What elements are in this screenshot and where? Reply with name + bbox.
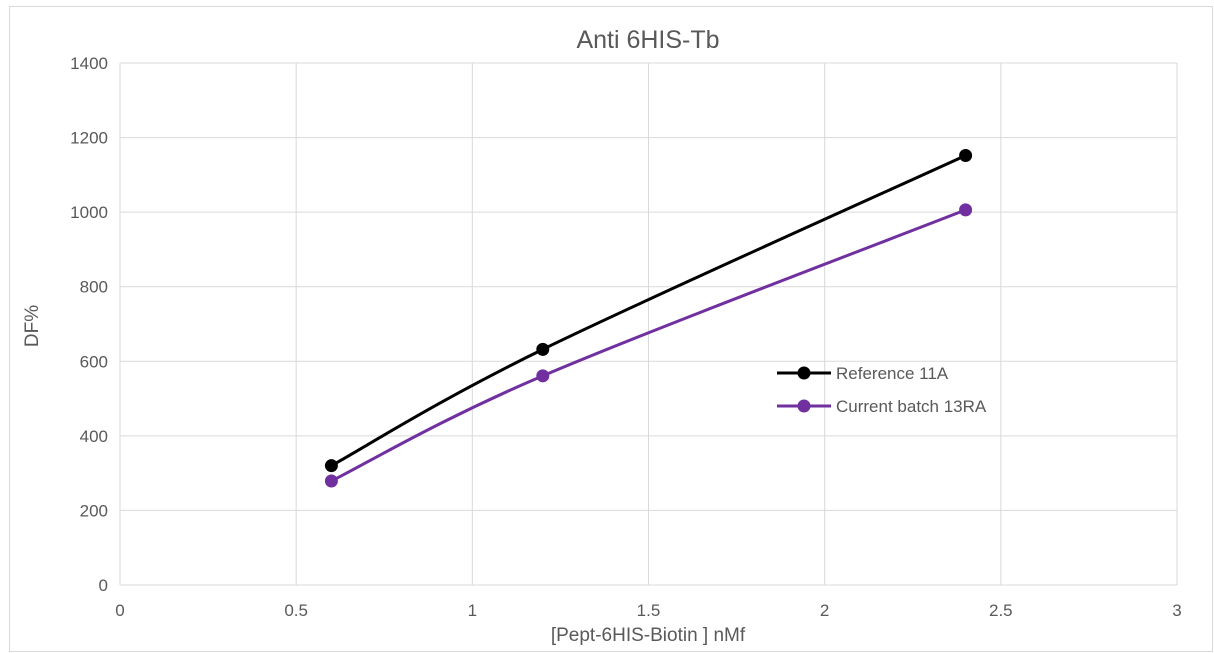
x-tick-label: 0 xyxy=(115,601,124,620)
x-tick-label: 1 xyxy=(468,601,477,620)
y-tick-label: 600 xyxy=(80,352,108,371)
legend-label: Current batch 13RA xyxy=(836,397,987,416)
y-axis-title: DF% xyxy=(22,305,43,347)
data-point xyxy=(959,148,973,162)
y-tick-label: 200 xyxy=(80,501,108,520)
x-tick-label: 2 xyxy=(820,601,829,620)
data-point xyxy=(324,474,338,488)
legend: Reference 11A Current batch 13RA xyxy=(777,364,987,416)
gridlines xyxy=(119,62,1178,586)
series-line xyxy=(329,208,968,483)
data-point xyxy=(536,369,550,383)
legend-marker xyxy=(797,399,811,413)
data-point xyxy=(536,342,550,356)
series-layer xyxy=(324,148,973,488)
y-tick-label: 400 xyxy=(80,427,108,446)
y-tick-label: 1200 xyxy=(70,129,108,148)
y-tick-label: 1000 xyxy=(70,203,108,222)
tick-labels: 0 200 400 600 800 1000 1200 1400 0 0.5 1 1.5 2 2.5 3 xyxy=(70,54,1182,620)
x-tick-label: 1.5 xyxy=(637,601,661,620)
x-tick-label: 3 xyxy=(1172,601,1181,620)
series-line xyxy=(329,153,968,468)
x-tick-label: 2.5 xyxy=(989,601,1013,620)
y-tick-label: 1400 xyxy=(70,54,108,73)
y-tick-label: 0 xyxy=(99,576,108,595)
data-point xyxy=(959,203,973,217)
y-tick-label: 800 xyxy=(80,278,108,297)
chart-frame xyxy=(9,6,1213,652)
x-tick-label: 0.5 xyxy=(284,601,308,620)
chart-title: Anti 6HIS-Tb xyxy=(576,26,719,54)
x-axis-title: [Pept-6HIS-Biotin ] nMf xyxy=(551,625,746,646)
legend-label: Reference 11A xyxy=(836,364,949,383)
legend-marker xyxy=(797,366,811,380)
data-point xyxy=(324,459,338,473)
